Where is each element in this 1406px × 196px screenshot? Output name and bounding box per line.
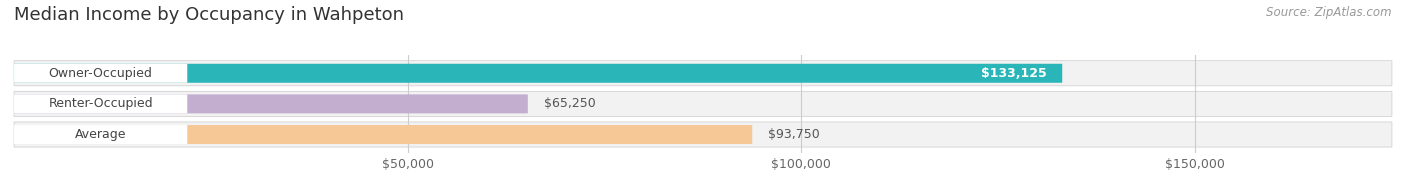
FancyBboxPatch shape [14, 94, 187, 113]
Text: Source: ZipAtlas.com: Source: ZipAtlas.com [1267, 6, 1392, 19]
FancyBboxPatch shape [14, 122, 1392, 147]
Text: Owner-Occupied: Owner-Occupied [49, 67, 153, 80]
FancyBboxPatch shape [14, 91, 1392, 116]
FancyBboxPatch shape [14, 125, 752, 144]
Text: $65,250: $65,250 [544, 97, 595, 110]
Text: Renter-Occupied: Renter-Occupied [48, 97, 153, 110]
FancyBboxPatch shape [14, 64, 1063, 83]
FancyBboxPatch shape [14, 61, 1392, 86]
FancyBboxPatch shape [14, 94, 527, 113]
FancyBboxPatch shape [14, 125, 187, 144]
Text: $133,125: $133,125 [981, 67, 1046, 80]
FancyBboxPatch shape [14, 64, 187, 83]
Text: Average: Average [75, 128, 127, 141]
Text: Median Income by Occupancy in Wahpeton: Median Income by Occupancy in Wahpeton [14, 6, 404, 24]
Text: $93,750: $93,750 [768, 128, 820, 141]
